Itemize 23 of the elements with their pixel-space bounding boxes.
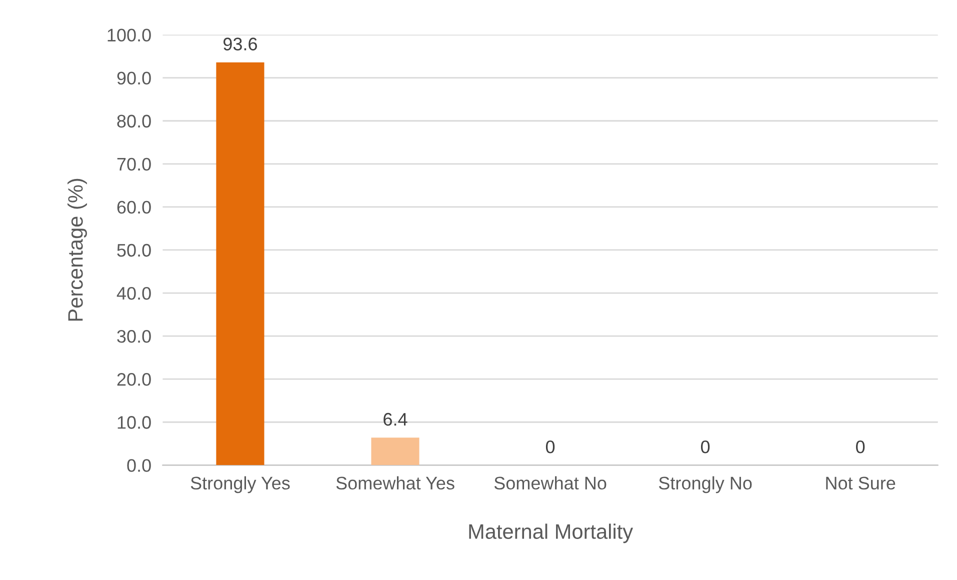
y-tick-label: 20.0 (117, 373, 151, 386)
y-tick-label: 50.0 (117, 244, 151, 257)
x-tick-label: Not Sure (826, 476, 896, 490)
y-tick-label: 40.0 (116, 286, 151, 300)
x-tick-label: Somewhat No (494, 476, 606, 490)
x-tick-label: Strongly No (658, 476, 752, 494)
data-label: 6.4 (384, 412, 408, 426)
y-tick-label: 60.0 (117, 200, 151, 214)
y-axis-title: Percentage (%) (68, 178, 87, 321)
y-tick-label: 100.0 (108, 28, 151, 42)
y-tick-label: 10.0 (118, 416, 151, 429)
x-axis-title: Maternal Mortality (469, 524, 634, 544)
data-label: 0 (700, 440, 710, 454)
x-tick-label: Somewhat Yes (336, 476, 454, 490)
data-label: 0 (856, 440, 865, 454)
y-tick-label: 90.0 (117, 72, 151, 85)
x-tick-label: Strongly Yes (190, 476, 290, 494)
data-label: 0 (546, 440, 555, 454)
y-tick-label: 30.0 (117, 330, 151, 343)
y-tick-label: 0.0 (127, 459, 151, 472)
y-tick-label: 80.0 (117, 114, 151, 128)
data-label: 93.6 (223, 38, 257, 50)
y-tick-label: 70.0 (117, 158, 151, 171)
